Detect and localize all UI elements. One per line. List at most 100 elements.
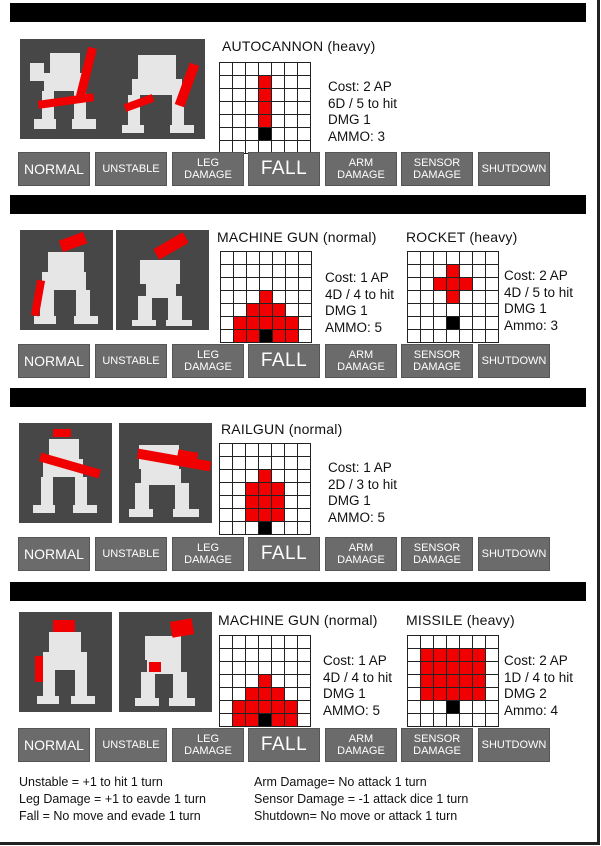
target-cell	[434, 662, 447, 675]
grid-cell	[298, 701, 311, 714]
section-header-bar	[10, 3, 586, 22]
section-header-bar	[10, 388, 586, 407]
grid-cell	[486, 330, 499, 343]
mech-position-cell	[447, 701, 460, 714]
normal-button[interactable]: NORMAL	[18, 152, 90, 186]
weapon-cost: Cost: 2 AP	[504, 268, 568, 283]
weapon-range-grid	[407, 251, 499, 343]
target-cell	[272, 483, 285, 496]
shutdown-button[interactable]: SHUTDOWN	[478, 728, 550, 762]
arm-damage-button[interactable]: ARM DAMAGE	[325, 537, 397, 571]
grid-cell	[220, 444, 233, 457]
grid-cell	[233, 649, 246, 662]
normal-button[interactable]: NORMAL	[18, 728, 90, 762]
fall-button[interactable]: FALL	[248, 344, 320, 378]
grid-cell	[434, 714, 447, 727]
grid-cell	[434, 317, 447, 330]
grid-cell	[473, 317, 486, 330]
grid-cell	[447, 304, 460, 317]
unstable-button[interactable]: UNSTABLE	[95, 728, 167, 762]
grid-cell	[220, 63, 233, 76]
target-cell	[434, 278, 447, 291]
leg-damage-button[interactable]: LEG DAMAGE	[172, 537, 244, 571]
target-cell	[460, 278, 473, 291]
grid-cell	[447, 714, 460, 727]
section-header-bar	[10, 582, 586, 601]
leg-damage-button[interactable]: LEG DAMAGE	[172, 152, 244, 186]
leg-damage-button[interactable]: LEG DAMAGE	[172, 728, 244, 762]
grid-cell	[220, 509, 233, 522]
target-cell	[259, 496, 272, 509]
grid-cell	[285, 483, 298, 496]
grid-cell	[272, 63, 285, 76]
sensor-damage-button[interactable]: SENSOR DAMAGE	[401, 344, 473, 378]
fall-button[interactable]: FALL	[248, 728, 320, 762]
grid-cell	[286, 291, 299, 304]
grid-cell	[272, 89, 285, 102]
grid-cell	[460, 304, 473, 317]
grid-cell	[234, 304, 247, 317]
fall-button[interactable]: FALL	[248, 537, 320, 571]
grid-cell	[246, 63, 259, 76]
target-cell	[260, 317, 273, 330]
unstable-button[interactable]: UNSTABLE	[95, 344, 167, 378]
grid-cell	[299, 317, 312, 330]
grid-cell	[260, 252, 273, 265]
unstable-button[interactable]: UNSTABLE	[95, 537, 167, 571]
grid-cell	[285, 444, 298, 457]
grid-cell	[273, 252, 286, 265]
target-cell	[246, 496, 259, 509]
grid-cell	[233, 662, 246, 675]
legend-shutdown: Shutdown= No move or attack 1 turn	[254, 809, 458, 823]
weapon-stats: Cost: 1 AP 4D / 4 to hit DMG 1 AMMO: 5	[325, 270, 394, 336]
sensor-damage-button[interactable]: SENSOR DAMAGE	[401, 728, 473, 762]
grid-cell	[233, 102, 246, 115]
grid-cell	[473, 278, 486, 291]
weapon-cost: Cost: 2 AP	[504, 653, 568, 668]
weapon-hit: 1D / 4 to hit	[504, 669, 574, 685]
grid-cell	[234, 265, 247, 278]
grid-cell	[286, 252, 299, 265]
sensor-damage-button[interactable]: SENSOR DAMAGE	[401, 537, 473, 571]
target-cell	[447, 662, 460, 675]
grid-cell	[272, 662, 285, 675]
weapon-dmg: DMG 1	[328, 493, 371, 508]
grid-cell	[421, 304, 434, 317]
target-cell	[473, 662, 486, 675]
leg-damage-button[interactable]: LEG DAMAGE	[172, 344, 244, 378]
weapon-hit: 2D / 3 to hit	[328, 476, 398, 492]
grid-cell	[460, 714, 473, 727]
shutdown-button[interactable]: SHUTDOWN	[478, 344, 550, 378]
grid-cell	[298, 115, 311, 128]
grid-cell	[285, 662, 298, 675]
arm-damage-button[interactable]: ARM DAMAGE	[325, 152, 397, 186]
shutdown-button[interactable]: SHUTDOWN	[478, 537, 550, 571]
fall-button[interactable]: FALL	[248, 152, 320, 186]
weapon-dmg: DMG 1	[328, 112, 371, 127]
normal-button[interactable]: NORMAL	[18, 344, 90, 378]
shutdown-button[interactable]: SHUTDOWN	[478, 152, 550, 186]
grid-cell	[473, 291, 486, 304]
grid-cell	[220, 649, 233, 662]
grid-cell	[421, 701, 434, 714]
legend-fall: Fall = No move and evade 1 turn	[19, 809, 201, 823]
grid-cell	[298, 522, 311, 535]
grid-cell	[233, 688, 246, 701]
grid-cell	[285, 688, 298, 701]
arm-damage-button[interactable]: ARM DAMAGE	[325, 344, 397, 378]
target-cell	[272, 688, 285, 701]
grid-cell	[285, 636, 298, 649]
grid-cell	[259, 63, 272, 76]
grid-cell	[220, 89, 233, 102]
grid-cell	[272, 457, 285, 470]
grid-cell	[408, 714, 421, 727]
target-cell	[447, 675, 460, 688]
target-cell	[259, 115, 272, 128]
grid-cell	[246, 128, 259, 141]
unstable-button[interactable]: UNSTABLE	[95, 152, 167, 186]
normal-button[interactable]: NORMAL	[18, 537, 90, 571]
arm-damage-button[interactable]: ARM DAMAGE	[325, 728, 397, 762]
grid-cell	[272, 115, 285, 128]
sensor-damage-button[interactable]: SENSOR DAMAGE	[401, 152, 473, 186]
